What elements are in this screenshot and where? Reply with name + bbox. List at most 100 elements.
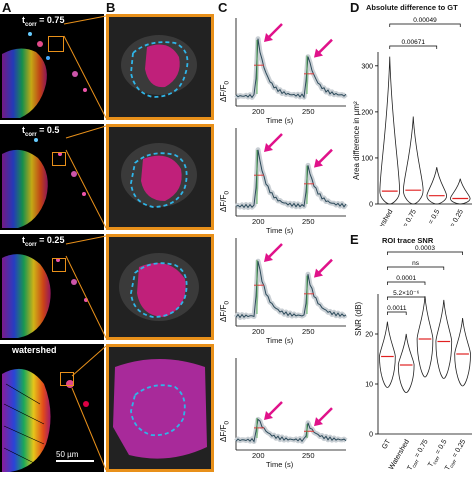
significance-bracket [387,296,426,300]
category-label: Tcorr = 0.25 [444,438,469,472]
significance-label: 5.2×10⁻⁶ [393,290,419,297]
trace-ylabel-1: ΔF/F0 [219,80,231,102]
category-label: Tcorr = 0.5 [420,208,443,226]
significance-bracket [389,23,461,27]
chart-e-title: ROI trace SNR [382,236,434,245]
chart-d-title: Absolute difference to GT [366,3,458,12]
panel-letter-c: C [218,0,228,15]
row-label-4: watershed [12,345,57,355]
peak-arrowhead-icon [264,143,273,152]
trace-xlabel-2: Time (s) [266,226,294,235]
segmentation-image-row-2: tcorr = 0.5 [0,124,104,230]
peak-arrowhead-icon [314,268,323,278]
significance-bracket [387,311,407,315]
trace-ylabel-2: ΔF/F0 [219,190,231,212]
traces-svg [233,18,349,451]
trace-line [235,261,347,319]
row-label-2: tcorr = 0.5 [22,125,60,138]
category-label: Tcorr = 0.75 [395,208,420,226]
segmentation-image-row-3: tcorr = 0.25 [0,234,104,340]
violin-shape [435,299,453,379]
violin-shape [454,317,471,387]
category-label: Tcorr = 0.5 [427,438,450,469]
violin-shape [426,167,448,205]
y-tick-label: 10 [365,382,373,389]
row-label-3: tcorr = 0.25 [22,235,65,248]
violin-shape [397,333,415,394]
trace-xtick-250-3: 250 [302,327,315,336]
peak-arrowhead-icon [264,33,273,42]
violin-shape [379,56,401,205]
violin-shape [402,116,424,205]
traces-column: ΔF/F0 ΔF/F0 ΔF/F0 ΔF/F0 200 250 Time (s)… [218,14,349,472]
violin-shape [379,321,396,388]
segmentation-map-3 [2,254,88,338]
y-tick-label: 200 [361,109,373,116]
violin-shape [416,296,434,378]
trace-confidence-band [234,147,349,210]
trace-xtick-200-4: 200 [252,451,265,460]
significance-label: 0.0011 [387,305,407,312]
category-label: Tcorr = 0.75 [406,438,431,472]
trace-xtick-250-2: 250 [302,217,315,226]
trace-xlabel-4: Time (s) [266,460,294,469]
zoom-panel-4 [106,344,214,472]
scalebar-label: 50 µm [56,450,79,459]
zoom-box-3 [52,258,66,272]
category-label: GT [381,438,392,451]
significance-label: 0.00671 [402,39,426,46]
significance-bracket [387,251,463,255]
significance-label: 0.0003 [415,245,435,252]
significance-label: 0.0001 [396,275,416,282]
roi-zoom-3 [119,253,199,321]
peak-arrowhead-icon [264,253,273,262]
y-tick-label: 0 [369,202,373,209]
segmentation-image-row-1: tcorr = 0.75 [0,14,104,120]
significance-label: 0.00049 [413,17,437,24]
trace-ylabel-3: ΔF/F0 [219,300,231,322]
trace-line [235,38,347,99]
trace-xtick-200-3: 200 [252,327,265,336]
panel-letter-e: E [350,232,359,247]
trace-line [235,418,347,443]
panel-letter-d: D [350,0,360,15]
trace-xlabel-3: Time (s) [266,336,294,345]
significance-label: ns [412,260,420,267]
panel-letter-a: A [2,0,12,15]
zoom-connectors [63,15,107,471]
violin-shape [449,178,471,205]
roi-zoom-1 [121,35,197,98]
segmentation-map-2 [2,138,86,228]
trace-line [235,149,347,209]
trace-xtick-200-2: 200 [252,217,265,226]
trace-xtick-250-4: 250 [302,451,315,460]
roi-zoom-2 [121,143,197,208]
zoom-box-2 [52,152,66,166]
y-tick-label: 300 [361,63,373,70]
zoom-box-4 [60,372,74,386]
peak-arrowhead-icon [264,411,273,420]
trace-xlabel-1: Time (s) [266,116,294,125]
peak-arrowhead-icon [314,48,323,58]
zoom-panel-3 [106,234,214,340]
scalebar [56,460,94,462]
zoom-box-1 [48,36,64,52]
trace-xtick-200-1: 200 [252,107,265,116]
significance-bracket [387,281,426,285]
significance-bracket [389,45,438,49]
trace-xtick-250-1: 250 [302,107,315,116]
y-tick-label: 20 [365,332,373,339]
row-label-1: tcorr = 0.75 [22,15,65,28]
trace-ylabel-4: ΔF/F0 [219,420,231,442]
category-label: Watershed [372,208,395,226]
segmentation-map-4 [2,368,89,472]
roi-zoom-4 [113,359,207,459]
y-tick-label: 0 [369,432,373,439]
zoom-panel-2 [106,124,214,230]
trace-confidence-band [234,36,348,100]
significance-bracket [387,266,445,270]
segmentation-image-row-4: watershed 50 µm [0,344,104,472]
trace-confidence-band [233,258,348,320]
